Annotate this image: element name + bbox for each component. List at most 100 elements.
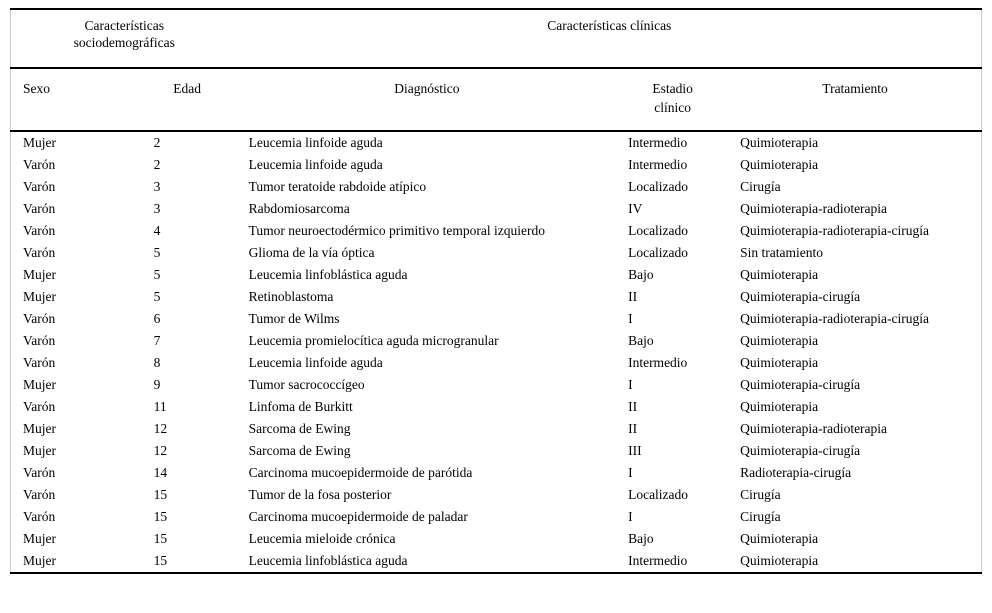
- cell-tratamiento: Cirugía: [740, 509, 781, 524]
- cell-estadio-clinico: I: [628, 311, 633, 326]
- column-header-tratamiento: Tratamiento: [729, 68, 982, 132]
- cell-tratamiento: Quimioterapia-radioterapia-cirugía: [740, 223, 930, 238]
- cell-edad: 15: [153, 509, 168, 524]
- cell-estadio-clinico: Localizado: [628, 245, 689, 260]
- cell-estadio-clinico: II: [628, 399, 638, 414]
- cell-edad: 5: [153, 289, 161, 304]
- table-row: Varón 15 Tumor de la fosa posterior Localiz…: [11, 484, 982, 506]
- cell-tratamiento: Radioterapia-cirugía: [740, 465, 852, 480]
- cell-estadio-clinico: Localizado: [628, 223, 689, 238]
- cell-sexo: Mujer: [23, 377, 56, 392]
- cell-tratamiento: Quimioterapia: [740, 553, 819, 568]
- cell-sexo: Mujer: [23, 443, 56, 458]
- cell-tratamiento: Sin tratamiento: [740, 245, 823, 260]
- table-row: Mujer 9 Tumor sacrococcígeo I Quimioterapia-…: [11, 374, 982, 396]
- cell-edad: 2: [153, 135, 161, 150]
- cell-diagnostico: Tumor sacrococcígeo: [248, 377, 365, 392]
- table-row: Mujer 2 Leucemia linfoide aguda Intermedio Q…: [11, 131, 982, 154]
- table-row: Varón 5 Glioma de la vía óptica Localizado S…: [11, 242, 982, 264]
- cell-edad: 11: [153, 399, 167, 414]
- cell-estadio-clinico: Bajo: [628, 333, 654, 348]
- table-row: Varón 8 Leucemia linfoide aguda Intermedio Q…: [11, 352, 982, 374]
- cell-sexo: Varón: [23, 201, 56, 216]
- cell-diagnostico: Carcinoma mucoepidermoide de paladar: [248, 509, 468, 524]
- table-row: Varón 15 Carcinoma mucoepidermoide de pala…: [11, 506, 982, 528]
- cell-estadio-clinico: I: [628, 465, 633, 480]
- cell-diagnostico: Leucemia mieloide crónica: [248, 531, 396, 546]
- cell-edad: 9: [153, 377, 161, 392]
- cell-edad: 14: [153, 465, 168, 480]
- table-row: Varón 14 Carcinoma mucoepidermoide de paró…: [11, 462, 982, 484]
- cell-diagnostico: Tumor de la fosa posterior: [248, 487, 392, 502]
- cell-sexo: Mujer: [23, 135, 56, 150]
- cell-diagnostico: Sarcoma de Ewing: [248, 443, 351, 458]
- table-row: Varón 7 Leucemia promielocítica aguda micr…: [11, 330, 982, 352]
- cell-estadio-clinico: Bajo: [628, 267, 654, 282]
- group-header-sociodemographic-label: Características sociodemográficas: [73, 18, 175, 50]
- table-body: Mujer 2 Leucemia linfoide aguda Intermedio Q…: [11, 131, 982, 573]
- cell-tratamiento: Quimioterapia-cirugía: [740, 289, 861, 304]
- cell-sexo: Mujer: [23, 421, 56, 436]
- cell-diagnostico: Carcinoma mucoepidermoide de parótida: [248, 465, 473, 480]
- cell-estadio-clinico: II: [628, 421, 638, 436]
- cell-edad: 5: [153, 267, 161, 282]
- cell-sexo: Varón: [23, 223, 56, 238]
- cell-edad: 15: [153, 531, 168, 546]
- cell-tratamiento: Cirugía: [740, 487, 781, 502]
- table-row: Varón 4 Tumor neuroectodérmico primitivo t…: [11, 220, 982, 242]
- cell-diagnostico: Leucemia promielocítica aguda microgranu…: [248, 333, 499, 348]
- table-row: Mujer 15 Leucemia linfoblástica aguda Inter…: [11, 550, 982, 573]
- column-header-edad: Edad: [136, 68, 238, 132]
- cell-diagnostico: Tumor neuroectodérmico primitivo tempora…: [248, 223, 546, 238]
- cell-estadio-clinico: Intermedio: [628, 355, 688, 370]
- cell-edad: 12: [153, 443, 168, 458]
- cell-edad: 2: [153, 157, 161, 172]
- group-header-row: Características sociodemográficas Caract…: [10, 9, 982, 69]
- cell-edad: 3: [153, 201, 161, 216]
- table-row: Mujer 5 Leucemia linfoblástica aguda Bajo Qu…: [11, 264, 982, 286]
- table-row: Mujer 12 Sarcoma de Ewing III Quimioterapia-…: [11, 440, 982, 462]
- patient-characteristics-table: Características sociodemográficas Caract…: [10, 8, 982, 574]
- cell-edad: 5: [153, 245, 161, 260]
- table-header: Características sociodemográficas Caract…: [10, 9, 982, 132]
- table-row: Varón 11 Linfoma de Burkitt II Quimioterapia: [11, 396, 982, 418]
- cell-estadio-clinico: Localizado: [628, 487, 689, 502]
- cell-tratamiento: Quimioterapia: [740, 355, 819, 370]
- cell-sexo: Varón: [23, 157, 56, 172]
- cell-estadio-clinico: Intermedio: [628, 157, 688, 172]
- cell-edad: 6: [153, 311, 161, 326]
- cell-edad: 15: [153, 487, 168, 502]
- cell-diagnostico: Rabdomiosarcoma: [248, 201, 350, 216]
- table-row: Mujer 12 Sarcoma de Ewing II Quimioterapia-r…: [11, 418, 982, 440]
- cell-tratamiento: Quimioterapia: [740, 531, 819, 546]
- cell-estadio-clinico: IV: [628, 201, 643, 216]
- cell-sexo: Varón: [23, 311, 56, 326]
- column-header-diagnostico: Diagnóstico: [237, 68, 617, 132]
- cell-estadio-clinico: I: [628, 377, 633, 392]
- cell-sexo: Mujer: [23, 553, 56, 568]
- group-header-clinical: Características clínicas: [237, 9, 982, 69]
- table-row: Mujer 5 Retinoblastoma II Quimioterapia-ciru…: [11, 286, 982, 308]
- cell-tratamiento: Quimioterapia-radioterapia-cirugía: [740, 311, 930, 326]
- cell-sexo: Mujer: [23, 289, 56, 304]
- cell-tratamiento: Quimioterapia: [740, 157, 819, 172]
- cell-tratamiento: Quimioterapia-cirugía: [740, 377, 861, 392]
- cell-estadio-clinico: Intermedio: [628, 135, 688, 150]
- cell-tratamiento: Cirugía: [740, 179, 781, 194]
- cell-diagnostico: Sarcoma de Ewing: [248, 421, 351, 436]
- cell-diagnostico: Leucemia linfoide aguda: [248, 135, 383, 150]
- cell-estadio-clinico: II: [628, 289, 638, 304]
- cell-diagnostico: Tumor de Wilms: [248, 311, 340, 326]
- cell-tratamiento: Quimioterapia-cirugía: [740, 443, 861, 458]
- cell-estadio-clinico: Localizado: [628, 179, 689, 194]
- cell-estadio-clinico: I: [628, 509, 633, 524]
- column-header-estadio-clinico: Estadio clínico: [616, 68, 730, 132]
- cell-tratamiento: Quimioterapia: [740, 135, 819, 150]
- cell-sexo: Mujer: [23, 267, 56, 282]
- cell-edad: 12: [153, 421, 168, 436]
- cell-diagnostico: Leucemia linfoblástica aguda: [248, 553, 408, 568]
- cell-diagnostico: Glioma de la vía óptica: [248, 245, 375, 260]
- cell-edad: 3: [153, 179, 161, 194]
- cell-edad: 4: [153, 223, 161, 238]
